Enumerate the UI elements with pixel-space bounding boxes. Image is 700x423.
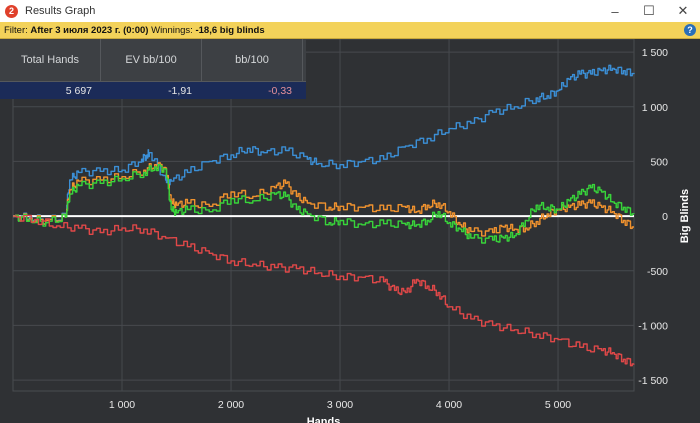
title-bar: 2 Results Graph – ☐ ✕	[0, 0, 700, 22]
close-icon[interactable]: ✕	[677, 3, 689, 18]
y-tick-label: 0	[662, 211, 668, 223]
x-axis-label: Hands	[307, 416, 341, 423]
x-tick-label: 2 000	[218, 399, 244, 411]
header-bb100: bb/100	[202, 39, 303, 81]
value-ev-bb100: -1,91	[168, 84, 192, 97]
stats-header: Total Hands EV bb/100 bb/100	[0, 39, 306, 82]
header-ev-bb100: EV bb/100	[101, 39, 202, 81]
filter-bar: Filter: After 3 июля 2023 г. (0:00) Winn…	[0, 22, 700, 39]
x-tick-label: 3 000	[327, 399, 353, 411]
y-tick-label: -500	[647, 266, 668, 278]
window-title: Results Graph	[25, 5, 96, 17]
header-total-hands: Total Hands	[0, 39, 101, 81]
series-line-blue	[13, 64, 635, 225]
results-chart: 1 000 2 000 3 000 4 000 5 000 1 500 1 000 500 0 -…	[12, 39, 691, 423]
value-total-hands: 5 697	[65, 84, 92, 97]
stats-row: 5 697 -1,91 -0,33	[0, 82, 306, 99]
y-tick-label: -1 500	[638, 375, 668, 387]
y-tick-label: 1 000	[642, 102, 668, 114]
minimize-icon[interactable]: –	[611, 3, 619, 19]
series-line-green	[13, 164, 635, 244]
winnings-value: -18,6 big blinds	[195, 24, 265, 36]
filter-label: Filter:	[4, 24, 28, 36]
y-axis-label: Big Blinds	[679, 189, 691, 243]
y-tick-label: 1 500	[642, 47, 668, 59]
window-controls: – ☐ ✕	[598, 0, 700, 22]
winnings-label: Winnings:	[151, 24, 193, 36]
help-icon[interactable]: ?	[684, 24, 696, 36]
maximize-icon[interactable]: ☐	[643, 3, 655, 18]
value-bb100: -0,33	[268, 84, 292, 97]
app-logo-icon: 2	[5, 4, 18, 18]
filter-value: After 3 июля 2023 г. (0:00)	[30, 24, 149, 36]
y-tick-label: 500	[650, 156, 668, 168]
y-tick-label: -1 000	[638, 320, 668, 332]
x-tick-label: 5 000	[545, 399, 571, 411]
stats-panel: Total Hands EV bb/100 bb/100 5 697 -1,91…	[0, 39, 306, 99]
x-tick-label: 4 000	[436, 399, 462, 411]
x-tick-label: 1 000	[109, 399, 135, 411]
series-line-red	[13, 214, 635, 367]
